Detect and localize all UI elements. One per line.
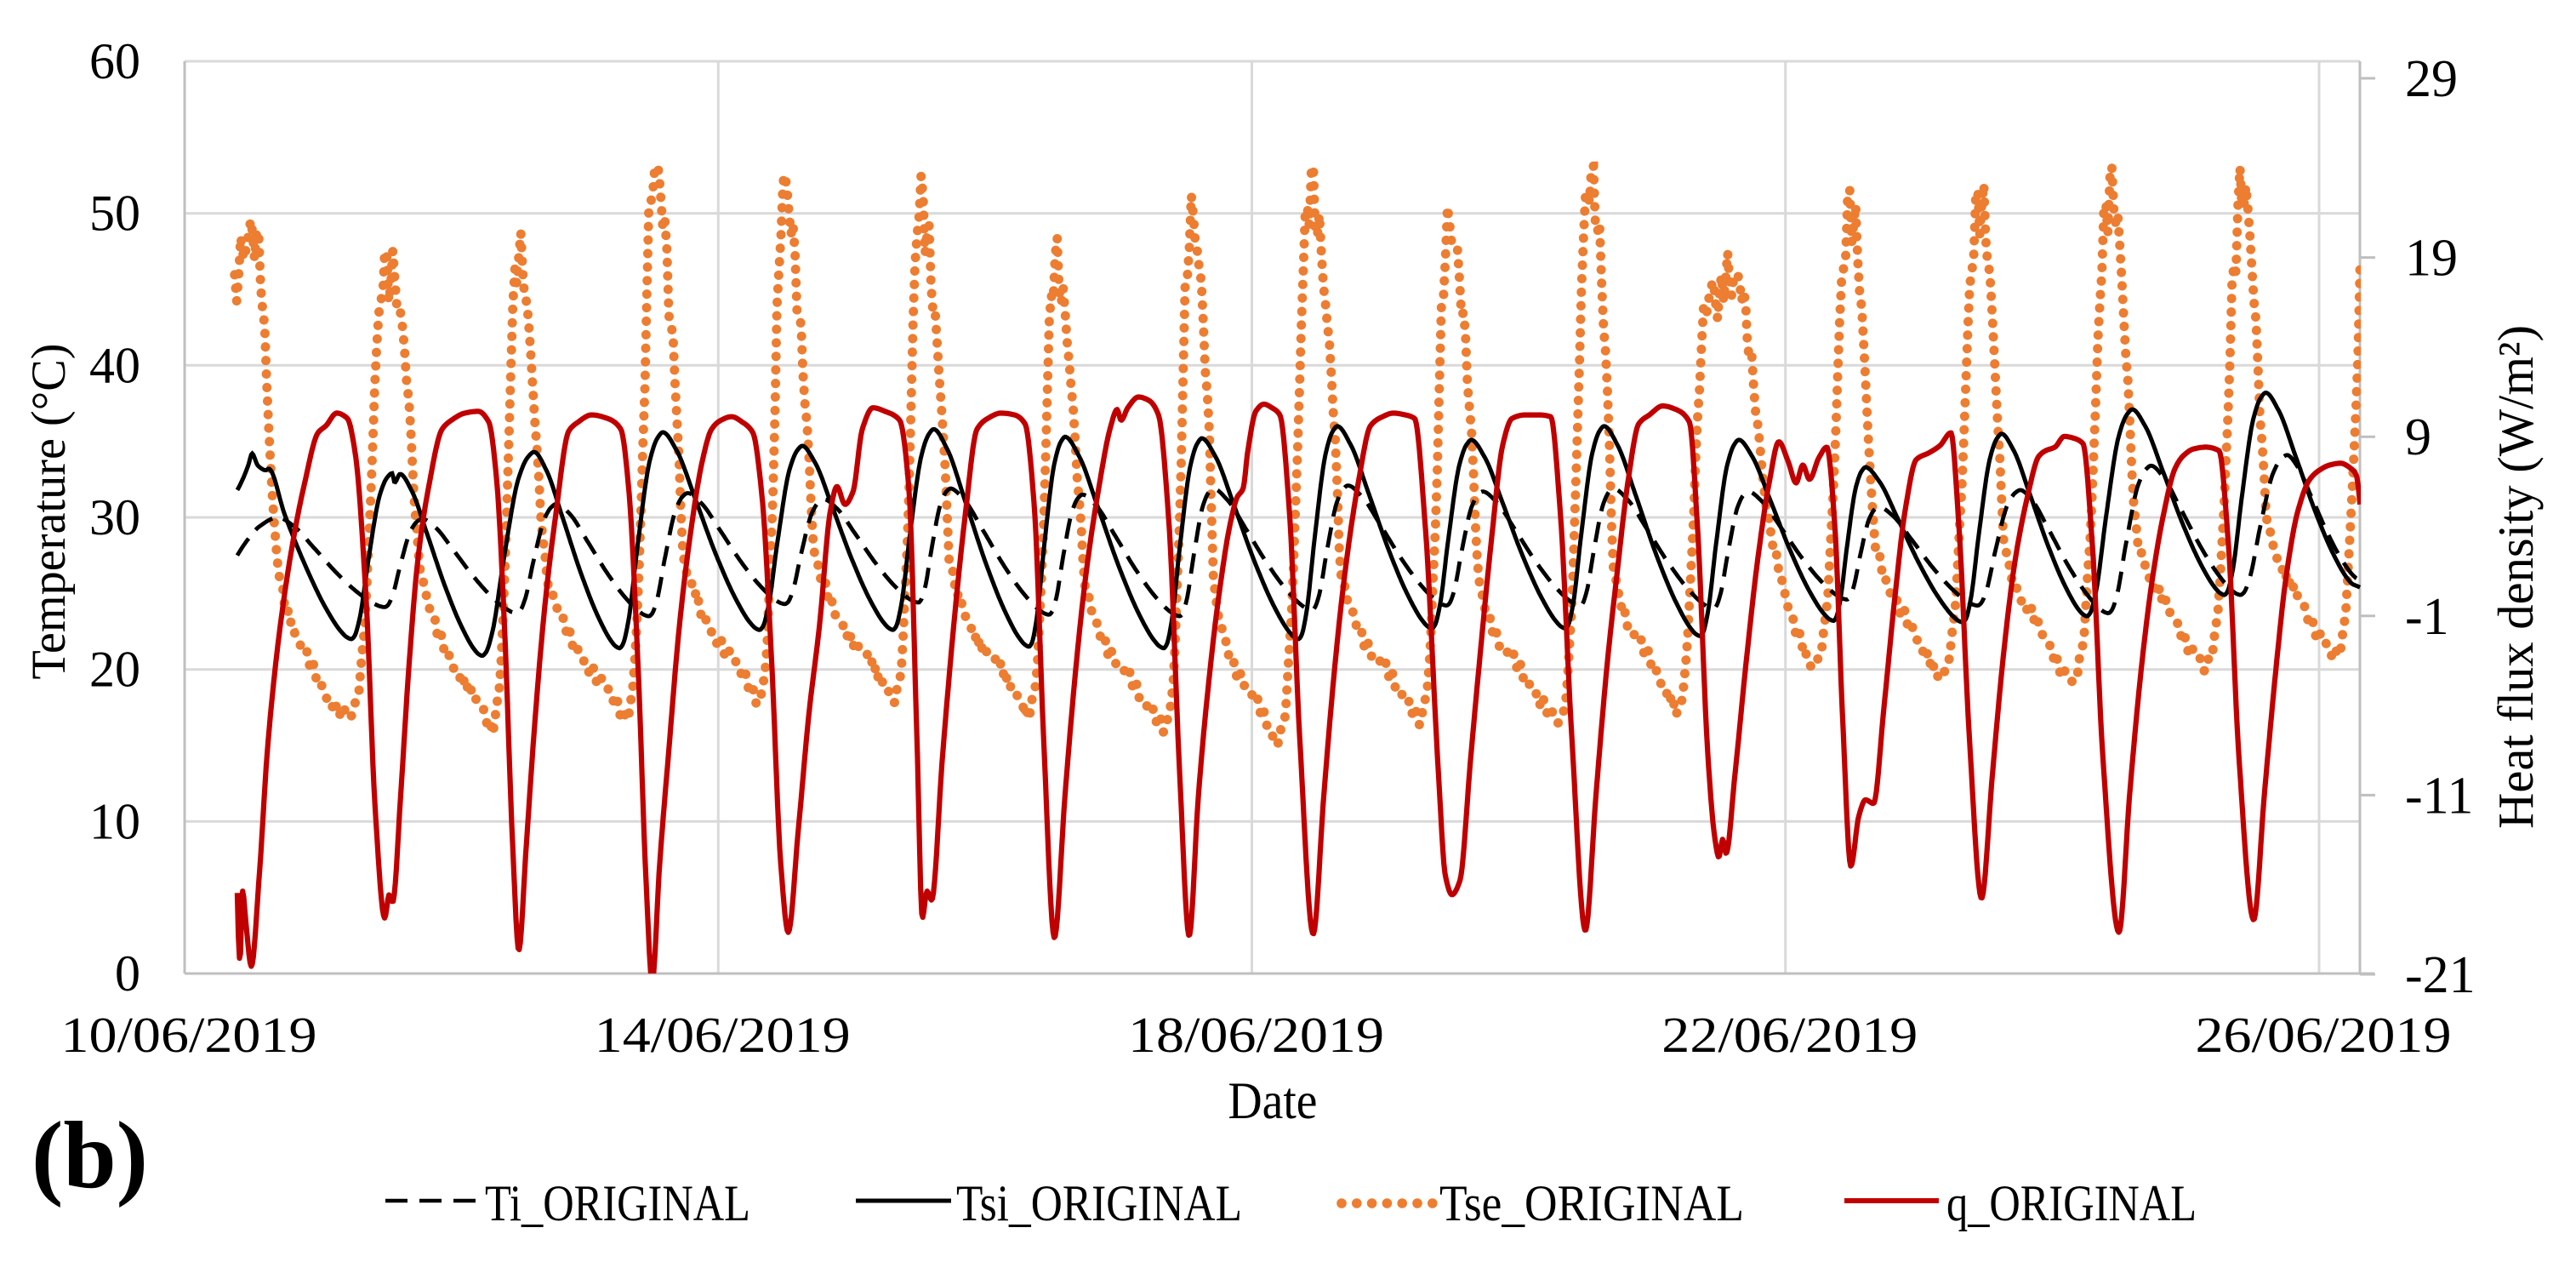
svg-text:19: 19 (2405, 230, 2458, 288)
svg-text:60: 60 (89, 33, 140, 89)
svg-text:29: 29 (2405, 50, 2458, 108)
svg-text:26/06/2019: 26/06/2019 (2196, 1007, 2452, 1063)
svg-text:20: 20 (89, 642, 140, 698)
svg-text:Tse_ORIGINAL: Tse_ORIGINAL (1439, 1175, 1744, 1231)
svg-text:-11: -11 (2405, 767, 2473, 825)
svg-text:Tsi_ORIGINAL: Tsi_ORIGINAL (956, 1175, 1242, 1231)
svg-text:-21: -21 (2405, 946, 2476, 1004)
svg-text:14/06/2019: 14/06/2019 (595, 1007, 851, 1063)
svg-text:22/06/2019: 22/06/2019 (1661, 1007, 1918, 1063)
svg-text:30: 30 (89, 489, 140, 545)
svg-text:Temperature (°C): Temperature (°C) (22, 344, 76, 680)
svg-text:18/06/2019: 18/06/2019 (1128, 1007, 1384, 1063)
svg-text:(b): (b) (31, 1103, 148, 1208)
svg-text:10/06/2019: 10/06/2019 (61, 1007, 317, 1063)
svg-text:Date: Date (1228, 1073, 1318, 1130)
svg-text:Ti_ORIGINAL: Ti_ORIGINAL (485, 1175, 750, 1231)
svg-text:9: 9 (2405, 408, 2431, 466)
svg-text:50: 50 (89, 186, 140, 242)
svg-text:40: 40 (89, 337, 140, 393)
svg-text:0: 0 (115, 945, 140, 1002)
svg-text:10: 10 (89, 793, 140, 849)
svg-text:q_ORIGINAL: q_ORIGINAL (1946, 1175, 2197, 1231)
svg-text:Heat flux density (W/m²): Heat flux density (W/m²) (2488, 325, 2544, 829)
svg-text:-1: -1 (2405, 588, 2449, 646)
